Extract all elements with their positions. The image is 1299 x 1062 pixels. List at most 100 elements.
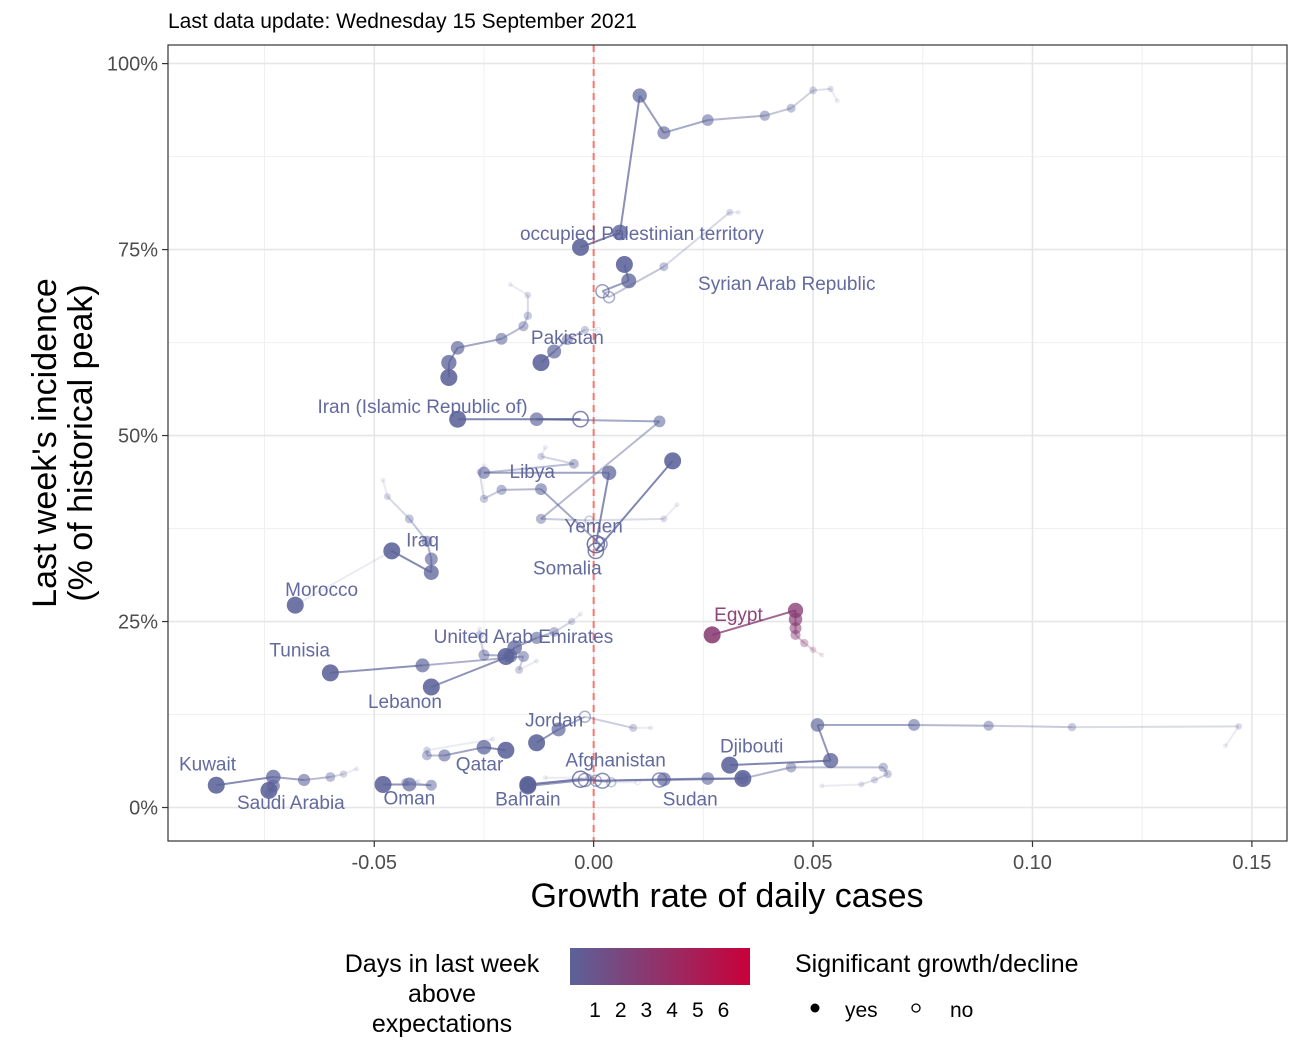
legend-open-circle bbox=[911, 1003, 921, 1013]
country-label: Morocco bbox=[285, 580, 358, 601]
x-axis-title: Growth rate of daily cases bbox=[530, 877, 923, 915]
legend-color-title: Days in last week bbox=[345, 950, 540, 978]
y-tick-label: 0% bbox=[129, 798, 158, 820]
data-point bbox=[819, 652, 825, 658]
data-point bbox=[569, 458, 579, 469]
trail-segment bbox=[527, 779, 585, 787]
trail-segment bbox=[821, 783, 862, 787]
data-point bbox=[518, 321, 529, 332]
trail-segment bbox=[483, 488, 502, 500]
data-point bbox=[542, 444, 548, 450]
data-point bbox=[503, 648, 518, 663]
data-point bbox=[519, 777, 537, 795]
trail-segment bbox=[540, 517, 590, 522]
trail-segment bbox=[330, 664, 423, 674]
legend-color-tick: 4 bbox=[666, 999, 678, 1022]
data-point bbox=[834, 98, 840, 104]
legend-color-tick: 1 bbox=[589, 999, 601, 1022]
data-point bbox=[580, 325, 589, 334]
data-point bbox=[389, 548, 395, 554]
data-point bbox=[422, 678, 440, 696]
data-point bbox=[425, 779, 437, 791]
data-point bbox=[490, 736, 496, 742]
data-point bbox=[612, 224, 628, 241]
legend-shape-title: Significant growth/decline bbox=[795, 950, 1079, 978]
country-label: United Arab Emirates bbox=[434, 627, 614, 648]
data-point bbox=[601, 465, 617, 481]
data-point bbox=[822, 753, 839, 769]
data-point bbox=[440, 369, 458, 387]
data-point bbox=[1067, 722, 1077, 732]
data-point bbox=[809, 646, 817, 654]
country-label: Djibouti bbox=[720, 736, 783, 757]
country-label: Afghanistan bbox=[565, 751, 665, 772]
data-point bbox=[589, 774, 603, 787]
data-point bbox=[449, 410, 467, 428]
legend-color-tick: 2 bbox=[615, 999, 627, 1022]
x-tick-label: 0.10 bbox=[1013, 852, 1052, 874]
data-point bbox=[325, 772, 336, 782]
country-label: Jordan bbox=[525, 710, 583, 731]
data-point bbox=[286, 596, 304, 614]
data-point bbox=[664, 452, 682, 470]
y-tick-label: 25% bbox=[118, 612, 158, 634]
country-label: Bahrain bbox=[495, 789, 561, 810]
legend-color-tick: 5 bbox=[692, 999, 704, 1022]
data-point bbox=[586, 534, 606, 554]
data-point bbox=[207, 776, 225, 794]
data-point bbox=[422, 750, 432, 761]
data-point bbox=[648, 725, 654, 731]
country-label: Saudi Arabia bbox=[237, 793, 345, 814]
data-point bbox=[701, 114, 714, 126]
data-point bbox=[549, 627, 560, 637]
data-point bbox=[477, 466, 491, 479]
trail-segment bbox=[601, 290, 610, 298]
series-oman bbox=[374, 775, 437, 793]
data-point bbox=[339, 770, 348, 778]
trail-segment bbox=[584, 715, 634, 729]
data-point bbox=[424, 552, 438, 566]
data-point bbox=[374, 775, 392, 793]
trail-segment bbox=[540, 488, 601, 545]
series-egypt bbox=[703, 602, 825, 658]
data-point bbox=[615, 255, 633, 273]
data-point bbox=[571, 770, 590, 788]
trail-segment bbox=[594, 472, 611, 545]
y-axis-title-line: Last week's incidence bbox=[26, 278, 64, 608]
trail-segment bbox=[518, 660, 538, 671]
data-point bbox=[260, 781, 278, 799]
trail-segment bbox=[571, 613, 582, 623]
series-iran-islamic-republic-of- bbox=[440, 282, 533, 387]
y-axis-title-line: (% of historical peak) bbox=[62, 284, 100, 601]
data-point bbox=[523, 311, 533, 321]
trail-segment bbox=[874, 773, 889, 781]
legend-color-tick: 6 bbox=[718, 999, 730, 1022]
data-point bbox=[551, 722, 566, 737]
data-point bbox=[657, 126, 671, 140]
x-tick-label: 0.05 bbox=[794, 852, 833, 874]
data-point bbox=[476, 739, 492, 755]
trail-segment bbox=[540, 420, 661, 520]
data-point bbox=[450, 340, 465, 355]
data-point bbox=[621, 273, 637, 289]
data-point bbox=[735, 209, 741, 215]
data-point bbox=[380, 477, 386, 483]
data-point bbox=[883, 769, 892, 779]
data-point bbox=[530, 631, 543, 645]
plot-panel bbox=[168, 45, 1287, 841]
trail-segment bbox=[882, 766, 889, 775]
data-point bbox=[402, 777, 417, 792]
trail-segment bbox=[812, 648, 823, 656]
x-tick-label: 0.00 bbox=[574, 852, 613, 874]
trail-segment bbox=[913, 723, 989, 727]
data-point bbox=[605, 776, 617, 788]
data-point bbox=[660, 515, 668, 523]
country-label: Sudan bbox=[663, 789, 718, 810]
legend-filled-circle bbox=[810, 1003, 820, 1013]
data-point bbox=[629, 723, 638, 732]
trail-segment bbox=[527, 778, 581, 786]
trail-segment bbox=[294, 549, 393, 607]
data-point bbox=[421, 535, 433, 547]
data-point bbox=[634, 778, 641, 786]
data-point bbox=[1235, 723, 1243, 730]
